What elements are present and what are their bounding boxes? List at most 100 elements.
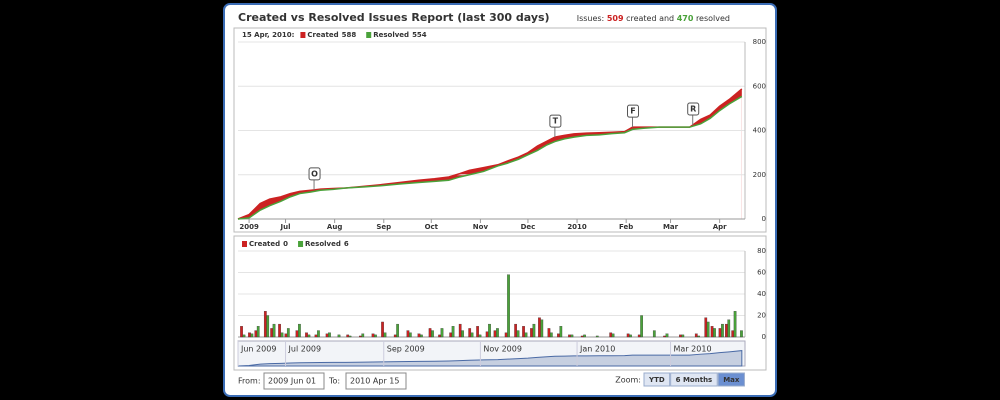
x-tick-label: Mar [663,223,679,231]
bar [420,334,423,338]
issues-summary: Issues: 509 created and 470 resolved [577,14,730,23]
legend-value: 554 [412,31,427,39]
bar [727,319,731,338]
y-tick-label: 600 [753,82,766,90]
flag[interactable] [627,104,640,118]
y-tick-label: 400 [753,127,766,135]
legend-name: Created [249,240,280,248]
x-tick-label: Sep [376,223,391,231]
bar [524,332,528,338]
bar [740,330,743,338]
bar [371,333,375,338]
flag[interactable] [308,167,321,181]
zoom-button[interactable] [717,372,745,387]
navigator-label: Jul 2009 [288,345,322,354]
legend-date: 15 Apr, 2010: [242,31,295,39]
created-text: created and [626,14,674,23]
bar [507,274,510,338]
bar [706,321,710,338]
bar [361,333,365,338]
bar [381,321,384,338]
y-tick-label: 80 [757,247,766,255]
bar [270,328,274,338]
bar [547,328,551,338]
bar [468,328,472,338]
bar [532,323,536,338]
bar [406,330,410,338]
bar [681,334,685,338]
flag[interactable] [687,102,700,116]
bar [559,326,563,338]
bar [240,326,243,338]
bar [359,335,362,338]
bar [393,334,397,338]
bar [266,315,270,338]
zoom-button[interactable] [643,372,671,387]
bar [449,332,453,338]
legend-swatch [298,241,304,247]
bar [458,323,462,338]
flag[interactable] [549,114,562,128]
bar [470,332,474,338]
report-title: Created vs Resolved Issues Report (last … [238,11,550,24]
zoom-button-label: Max [723,376,740,384]
bar [254,330,258,338]
bar [611,333,615,338]
from-input[interactable] [263,372,325,390]
bar [718,328,722,338]
bar [583,334,586,338]
navigator-label: Jun 2009 [240,345,276,354]
bar [580,335,584,338]
legend-value: 0 [283,240,288,248]
bar [629,334,632,338]
zoom-button-label: YTD [648,376,665,384]
x-tick-label: Dec [521,223,536,231]
navigator-area [237,350,743,367]
flag-label: T [553,117,559,126]
bar [609,332,613,338]
x-tick-label: Oct [425,223,439,231]
from-value: 2009 Jun 01 [268,377,316,386]
zoom-button[interactable] [670,372,718,387]
x-tick-label: 2010 [567,223,587,231]
bar [314,334,318,338]
bar [451,326,455,338]
navigator-label: Nov 2009 [483,345,522,354]
y-tick-label: 0 [762,333,766,341]
bar [256,326,260,338]
bar [721,323,724,338]
bar [317,330,320,338]
bar [478,334,482,338]
bar [305,332,308,338]
bar [549,332,553,338]
bar [522,326,525,338]
bar [626,333,630,338]
x-tick-label: Nov [473,223,489,231]
bar [538,317,541,338]
bar [704,317,708,338]
x-tick-label: Jul [280,223,291,231]
zoom-button-label: 6 Months [676,376,713,384]
bar [731,330,735,338]
bar [428,328,432,338]
bar [431,330,434,338]
navigator: Jun 2009 Jul 2009 Sep 2009 Nov 2009 Jan 2010… [237,340,746,367]
flag-label: O [311,169,318,178]
bar [476,326,479,338]
bar [665,333,669,338]
bar [396,323,399,338]
to-input[interactable] [345,372,407,390]
bar [242,334,246,338]
navigator-label: Jan 2010 [579,345,615,354]
legend-swatch [366,32,372,38]
bar [733,311,737,338]
flag-label: R [690,104,696,113]
bar [540,319,544,338]
legend-swatch [242,241,247,247]
bar [325,333,329,338]
bar [280,332,284,338]
bar [298,323,301,338]
bar [328,332,331,338]
bar [440,328,444,338]
bar [663,335,666,338]
